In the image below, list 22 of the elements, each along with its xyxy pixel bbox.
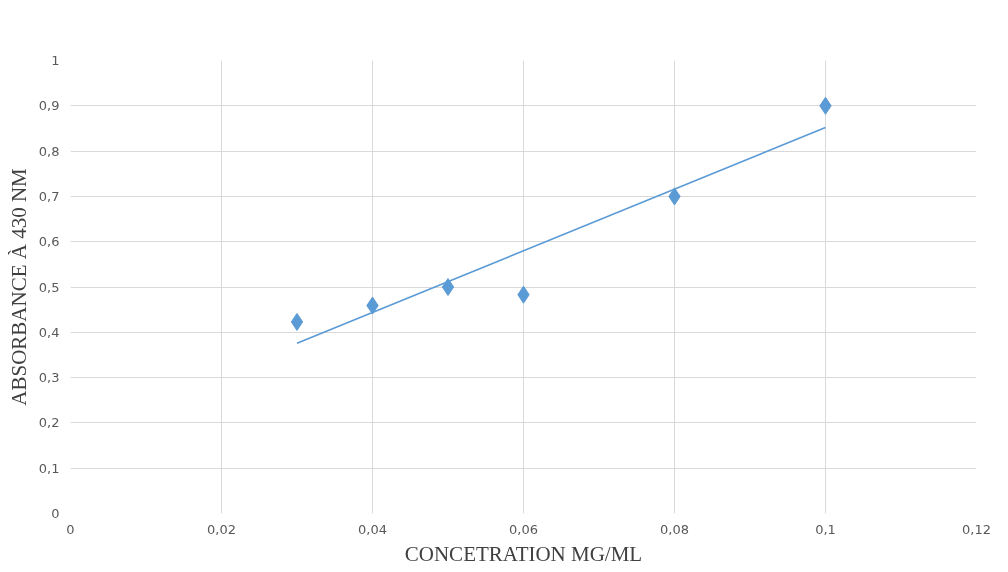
y-tick-label: 0,3 xyxy=(38,370,60,386)
y-axis-title: ABSORBANCE À 430 NM xyxy=(6,167,31,406)
y-tick-label: 0,1 xyxy=(38,460,60,476)
y-tick-label: 0,4 xyxy=(38,324,60,340)
x-axis-title: CONCETRATION MG/ML xyxy=(404,541,643,566)
y-tick-label: 0,5 xyxy=(38,279,60,295)
x-tick-label: 0,1 xyxy=(815,521,836,537)
x-tick-label: 0 xyxy=(66,521,75,537)
y-tick-label: 0,9 xyxy=(38,98,60,114)
x-tick-label: 0,04 xyxy=(358,521,387,537)
y-tick-label: 0,6 xyxy=(38,234,60,250)
y-tick-label: 0 xyxy=(51,506,60,521)
y-tick-label: 1 xyxy=(51,53,60,68)
x-tick-label: 0,08 xyxy=(660,521,689,537)
y-tick-label: 0,2 xyxy=(38,415,60,431)
y-tick-label: 0,8 xyxy=(38,143,60,159)
point xyxy=(290,312,304,331)
x-tick-label: 0,02 xyxy=(207,521,236,537)
y-tick-label: 0,7 xyxy=(38,188,60,204)
point xyxy=(441,278,455,296)
x-tick-label: 0,12 xyxy=(962,521,991,537)
x-tick-label: 0,06 xyxy=(509,521,538,537)
